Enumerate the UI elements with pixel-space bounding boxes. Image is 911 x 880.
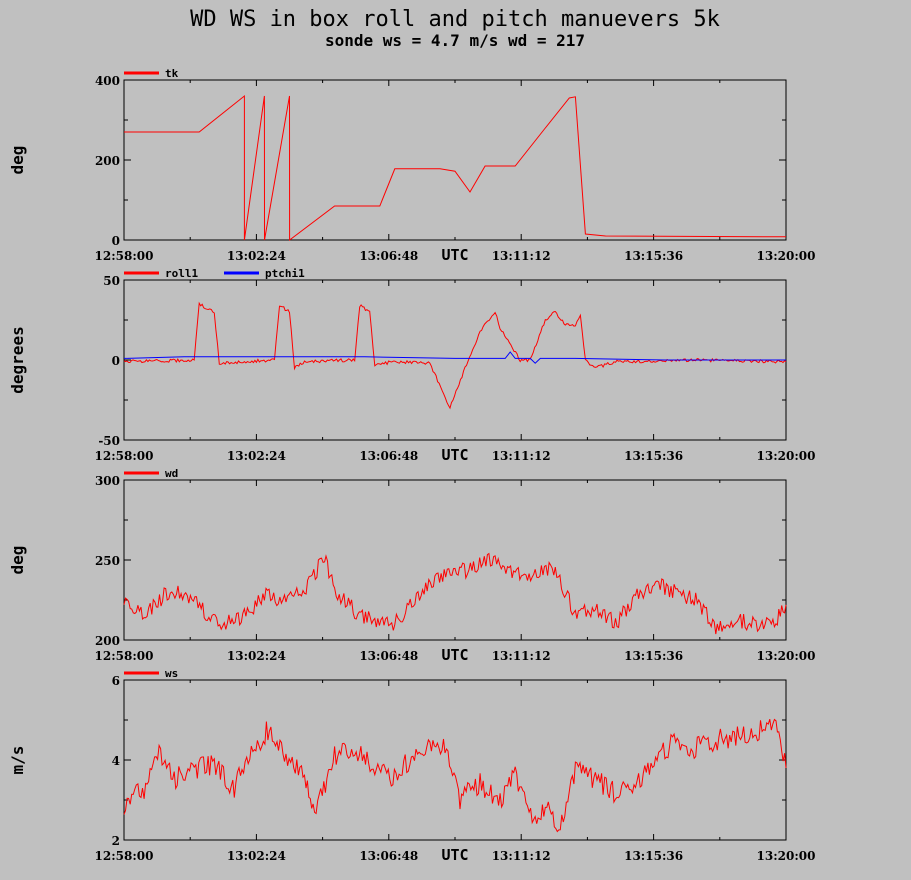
x-tick-label: 13:02:24 bbox=[227, 849, 286, 863]
x-tick-label: 13:06:48 bbox=[359, 649, 418, 663]
plot-frame bbox=[123, 79, 787, 241]
series-line-wd bbox=[123, 552, 787, 635]
y-tick-label: 300 bbox=[95, 474, 120, 488]
x-axis-label: UTC bbox=[441, 646, 468, 664]
x-tick-label: 13:06:48 bbox=[359, 849, 418, 863]
x-tick-label: 13:15:36 bbox=[624, 449, 683, 463]
plot-frame bbox=[123, 679, 787, 841]
x-tick-label: 13:20:00 bbox=[757, 249, 816, 263]
chart-panel-3: 12:58:00 13:02:24 13:06:48 13:11:12 13:15:36… bbox=[8, 467, 815, 664]
y-tick-label: 250 bbox=[95, 554, 120, 568]
y-tick-label: -50 bbox=[98, 434, 120, 448]
legend-label: roll1 bbox=[165, 267, 198, 280]
y-tick-label: 2 bbox=[112, 834, 120, 848]
x-tick-label: 12:58:00 bbox=[95, 449, 154, 463]
legend-label: tk bbox=[165, 67, 179, 80]
x-tick-label: 13:02:24 bbox=[227, 449, 286, 463]
y-tick-label: 0 bbox=[112, 354, 120, 368]
x-tick-label: 13:11:12 bbox=[492, 849, 551, 863]
y-axis-label: m/s bbox=[8, 746, 27, 775]
x-tick-label: 13:20:00 bbox=[757, 449, 816, 463]
x-axis-label: UTC bbox=[441, 846, 468, 864]
y-tick-label: 0 bbox=[112, 234, 120, 248]
x-tick-label: 13:15:36 bbox=[624, 849, 683, 863]
chart-panel-2: 12:58:00 13:02:24 13:06:48 13:11:12 13:15:36… bbox=[8, 267, 815, 464]
x-axis-label: UTC bbox=[441, 246, 468, 264]
x-tick-label: 13:02:24 bbox=[227, 249, 286, 263]
x-tick-label: 13:15:36 bbox=[624, 649, 683, 663]
x-tick-label: 12:58:00 bbox=[95, 249, 154, 263]
chart-subtitle: sonde ws = 4.7 m/s wd = 217 bbox=[325, 31, 585, 50]
x-tick-label: 13:06:48 bbox=[359, 449, 418, 463]
y-tick-label: 200 bbox=[95, 634, 120, 648]
chart-panel-1: 12:58:00 13:02:24 13:06:48 13:11:12 13:15:36… bbox=[8, 67, 815, 264]
y-tick-label: 4 bbox=[112, 754, 120, 768]
series-line-tk bbox=[124, 94, 787, 242]
y-tick-label: 200 bbox=[95, 154, 120, 168]
y-tick-label: 400 bbox=[95, 74, 120, 88]
x-tick-label: 13:02:24 bbox=[227, 649, 286, 663]
legend-label: wd bbox=[165, 467, 178, 480]
y-axis-label: deg bbox=[8, 546, 27, 575]
y-tick-label: 50 bbox=[103, 274, 120, 288]
chart-panels: 12:58:00 13:02:24 13:06:48 13:11:12 13:15:36… bbox=[8, 67, 815, 864]
y-tick-label: 6 bbox=[112, 674, 120, 688]
x-tick-label: 13:06:48 bbox=[359, 249, 418, 263]
x-axis-label: UTC bbox=[441, 446, 468, 464]
legend-label: ws bbox=[165, 667, 178, 680]
chart-panel-4: 12:58:00 13:02:24 13:06:48 13:11:12 13:15:36… bbox=[8, 667, 815, 864]
series-line-roll1 bbox=[123, 301, 787, 410]
series-line-ws bbox=[123, 718, 787, 833]
x-tick-label: 13:20:00 bbox=[757, 849, 816, 863]
chart-title: WD WS in box roll and pitch manuevers 5k bbox=[190, 7, 720, 32]
x-tick-label: 13:11:12 bbox=[492, 449, 551, 463]
legend-label: ptchi1 bbox=[265, 267, 305, 280]
x-tick-label: 13:20:00 bbox=[757, 649, 816, 663]
x-tick-label: 13:15:36 bbox=[624, 249, 683, 263]
y-axis-label: degrees bbox=[8, 326, 27, 393]
x-tick-label: 13:11:12 bbox=[492, 649, 551, 663]
x-tick-label: 12:58:00 bbox=[95, 849, 154, 863]
x-tick-label: 12:58:00 bbox=[95, 649, 154, 663]
x-tick-label: 13:11:12 bbox=[492, 249, 551, 263]
plot-frame bbox=[123, 479, 787, 641]
series-line-ptchi1 bbox=[123, 351, 786, 364]
y-axis-label: deg bbox=[8, 146, 27, 175]
